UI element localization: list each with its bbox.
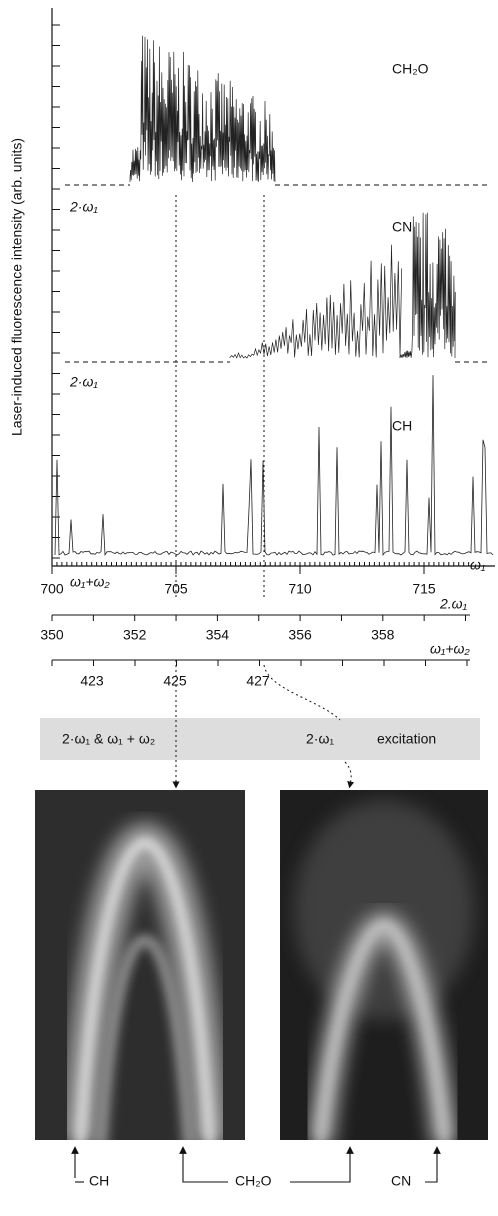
tick-label: 425	[163, 673, 187, 689]
tick-label: 356	[288, 627, 312, 643]
baseline-label: 2·ω₁	[69, 199, 98, 215]
image-left	[35, 790, 245, 1140]
banner	[40, 718, 480, 760]
trace-label: CN	[392, 219, 412, 235]
spectrum	[399, 212, 456, 359]
banner-right: excitation	[377, 731, 436, 747]
y-axis-label: Laser-induced fluorescence intensity (ar…	[9, 138, 25, 436]
tick-label: 427	[246, 673, 270, 689]
tick-label: 700	[40, 581, 64, 597]
tick-label: 350	[40, 627, 64, 643]
baseline-label: 2·ω₁	[69, 374, 98, 390]
image-label: CN	[391, 1173, 411, 1189]
image-label: CH₂O	[235, 1173, 272, 1189]
tick-label: 705	[164, 581, 188, 597]
image-right	[280, 790, 488, 1140]
tick-label: 358	[371, 627, 395, 643]
banner-middle: 2·ω₁	[306, 731, 334, 747]
tick-label: 710	[288, 581, 312, 597]
tick-label: 715	[412, 581, 436, 597]
pointer	[263, 664, 341, 721]
tick-label: 423	[80, 673, 104, 689]
spectrum	[129, 35, 276, 183]
axis-label: 2.ω₁	[439, 596, 468, 612]
banner-left: 2·ω₁ & ω₁ + ω₂	[62, 731, 155, 747]
pointer	[344, 761, 355, 789]
tick-label: 352	[123, 627, 147, 643]
image-label: CH	[89, 1173, 109, 1189]
trace-label: CH	[392, 418, 412, 434]
spectrum	[229, 244, 403, 359]
baseline-label: ω₁+ω₂	[70, 574, 110, 590]
spectrum	[54, 375, 494, 557]
spectra-plot: Laser-induced fluorescence intensity (ar…	[9, 8, 495, 567]
tick-label: 354	[206, 627, 230, 643]
axis-label: ω₁	[470, 557, 486, 573]
bottom-arrows	[71, 1146, 441, 1183]
axis-label: ω₁+ω₂	[430, 641, 470, 657]
trace-label: CH₂O	[392, 61, 429, 77]
